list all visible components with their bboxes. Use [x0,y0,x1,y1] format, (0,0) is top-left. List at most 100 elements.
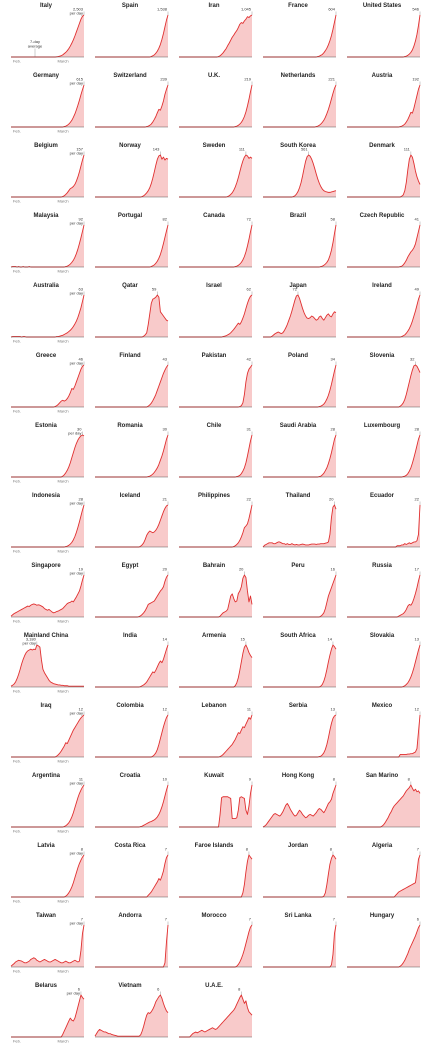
country-chart: Greece 46 per day Feb. March [4,350,88,420]
peak-value-label: 28 [331,427,336,432]
country-chart: Czech Republic 41 [340,210,424,280]
peak-value-label: 111 [404,147,411,152]
chart-plot: 9 [179,777,253,828]
area-fill [179,575,252,617]
trend-line [347,644,421,688]
peak-value-label: 8 [333,777,336,782]
country-chart: Jordan 8 [256,840,340,910]
country-chart: Ireland 49 [340,280,424,350]
chart-plot: 10 [95,777,169,828]
area-fill [179,995,252,1037]
area-fill [347,925,420,967]
area-fill [347,575,420,617]
peak-value-label: 20 [163,567,168,572]
chart-title: Saudi Arabia [279,423,317,429]
trend-line [179,364,253,408]
x-tick-label: Feb. [13,269,21,274]
country-chart: Colombia 12 [88,700,172,770]
area-fill [347,365,420,407]
peak-value-label: 7 [165,917,168,922]
chart-title: Switzerland [113,73,147,79]
country-chart: Switzerland 239 [88,70,172,140]
chart-title: Croatia [119,773,141,779]
country-chart: South Korea 561 [256,140,340,210]
peak-value-label: 11 [79,777,84,782]
peak-value-label: 63 [79,287,84,292]
trend-line [347,14,421,58]
x-tick-label: March [57,129,68,134]
chart-title: Belarus [34,983,57,989]
x-tick-label: Feb. [13,479,21,484]
chart-title: Sri Lanka [284,913,312,919]
area-fill [179,785,252,827]
country-chart: Austria 192 [340,70,424,140]
x-tick-label: March [57,689,68,694]
area-fill [95,15,168,57]
trend-line [263,364,337,408]
country-chart: Morocco 7 [172,910,256,980]
x-tick-label: March [57,759,68,764]
country-chart: Algeria 7 [340,840,424,910]
chart-plot: 43 [95,357,169,408]
peak-value-label: 21 [163,497,168,502]
x-tick-label: Feb. [13,409,21,414]
chart-title: Spain [121,3,139,9]
chart-title: Bahrain [202,563,226,569]
chart-plot: 7 [347,847,421,898]
country-chart: Hong Kong 8 [256,770,340,840]
chart-plot: 111 [347,147,421,198]
area-fill [95,785,168,827]
chart-title: Portugal [117,213,143,219]
chart-title: Luxembourg [363,423,401,429]
x-tick-label: Feb. [13,199,21,204]
area-fill [179,295,252,337]
country-chart: Egypt 20 [88,560,172,630]
chart-title: Austria [371,73,393,79]
country-chart: Pakistan 42 [172,350,256,420]
trend-line [95,14,169,58]
area-fill [263,85,336,127]
area-fill [179,225,252,267]
chart-title: Philippines [197,493,230,499]
peak-value-label: 2,503 [73,7,84,12]
trend-line [10,924,85,967]
peak-value-label: 6 [417,917,420,922]
area-fill [11,85,84,127]
area-fill [263,505,336,547]
chart-title: Brazil [289,213,307,219]
peak-value-label: 13 [415,637,420,642]
chart-title: Belgium [34,143,58,149]
peak-value-label: 192 [412,77,419,82]
peak-value-label: 82 [163,217,168,222]
peak-value-label: 28 [415,427,420,432]
peak-value-label: 111 [239,147,246,152]
chart-plot: 20 [95,567,169,618]
trend-line [179,434,253,478]
chart-plot: 62 [179,287,253,338]
peak-value-label: 22 [247,497,252,502]
area-fill [347,505,420,547]
peak-value-label: 10 [163,777,168,782]
country-chart: Estonia 30 per day Feb. March [4,420,88,490]
country-chart: Kuwait 9 [172,770,256,840]
chart-title: Jordan [287,843,308,849]
area-fill [263,645,336,687]
chart-title: Chile [206,423,222,429]
chart-title: Italy [39,3,52,9]
peak-value-label: 1,045 [241,7,252,12]
trend-line [263,574,337,618]
country-chart: Iran 1,045 [172,0,256,70]
chart-title: Indonesia [31,493,60,499]
unit-label: per day [70,11,83,16]
area-fill [179,85,252,127]
unit-label: per day [70,781,83,786]
chart-title: Algeria [371,843,393,849]
unit-label: per day [67,991,80,996]
area-fill [347,85,420,127]
area-fill [11,155,84,197]
chart-plot: 561 [263,147,337,198]
chart-plot: 22 [179,497,253,548]
